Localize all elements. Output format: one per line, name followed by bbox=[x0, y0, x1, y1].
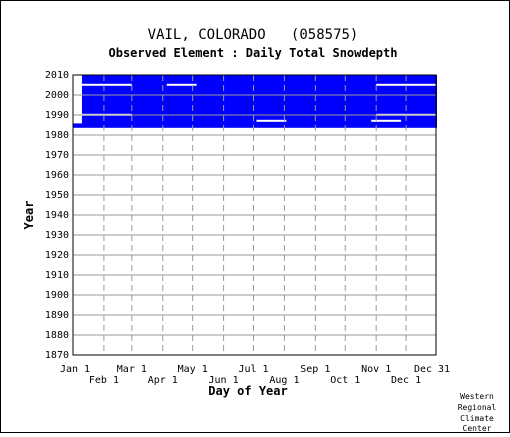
data-gap bbox=[256, 119, 287, 122]
y-tick-label: 1900 bbox=[45, 290, 69, 301]
x-tick-label: Mar 1 bbox=[117, 364, 147, 375]
data-coverage-layer bbox=[73, 75, 437, 128]
data-gap bbox=[166, 83, 197, 86]
x-tick-label: Aug 1 bbox=[269, 375, 299, 386]
y-tick-label: 1920 bbox=[45, 250, 69, 261]
y-tick-label: 1910 bbox=[45, 270, 69, 281]
x-tick-label: May 1 bbox=[178, 364, 208, 375]
plot-border bbox=[72, 74, 437, 356]
x-tick-label: Oct 1 bbox=[330, 375, 360, 386]
y-tick-label: 1980 bbox=[45, 130, 69, 141]
y-tick-label: 1940 bbox=[45, 210, 69, 221]
y-tick-label: 1930 bbox=[45, 230, 69, 241]
credit-line-4: Center bbox=[463, 424, 492, 432]
y-tick-label: 1950 bbox=[45, 190, 69, 201]
y-tick-label: 1870 bbox=[45, 350, 69, 361]
y-tick-label: 1990 bbox=[45, 110, 69, 121]
data-block bbox=[73, 123, 437, 128]
x-tick-label: Nov 1 bbox=[361, 364, 391, 375]
x-tick-label: Apr 1 bbox=[148, 375, 178, 386]
x-tick-label: Dec 1 bbox=[391, 375, 421, 386]
credit-line-1: Western bbox=[460, 392, 494, 401]
x-tick-label: Jan 1 bbox=[60, 364, 90, 375]
y-tick-label: 1890 bbox=[45, 310, 69, 321]
y-tick-label: 2000 bbox=[45, 90, 69, 101]
y-tick-label: 1880 bbox=[45, 330, 69, 341]
chart-title: VAIL, COLORADO (058575) bbox=[148, 27, 359, 43]
y-tick-label: 2010 bbox=[45, 70, 69, 81]
y-tick-label: 1970 bbox=[45, 150, 69, 161]
x-tick-label: Feb 1 bbox=[89, 375, 119, 386]
credit-line-2: Regional bbox=[458, 403, 497, 412]
credit-text: Western Regional Climate Center bbox=[458, 392, 497, 433]
credit-line-3: Climate bbox=[460, 414, 494, 423]
data-gap bbox=[73, 83, 132, 86]
x-axis-label: Day of Year bbox=[208, 384, 287, 398]
x-tick-label: Dec 31 bbox=[414, 364, 450, 375]
chart-subtitle: Observed Element : Daily Total Snowdepth bbox=[109, 46, 398, 60]
y-tick-labels: 2010 2000 1990 1980 1970 1960 1950 1940 1930 1920… bbox=[45, 70, 69, 361]
x-tick-label: Sep 1 bbox=[300, 364, 330, 375]
y-axis-label: Year bbox=[22, 201, 36, 230]
x-tick-label: Jul 1 bbox=[238, 364, 268, 375]
grid-layer bbox=[72, 74, 437, 356]
y-tick-label: 1960 bbox=[45, 170, 69, 181]
data-gap bbox=[376, 83, 436, 86]
x-tick-label: Jun 1 bbox=[209, 375, 239, 386]
data-gap bbox=[371, 119, 402, 122]
data-block bbox=[81, 75, 437, 127]
x-tick-labels: Jan 1 Mar 1 May 1 Jul 1 Sep 1 Nov 1 Dec 31 Feb … bbox=[60, 364, 450, 386]
